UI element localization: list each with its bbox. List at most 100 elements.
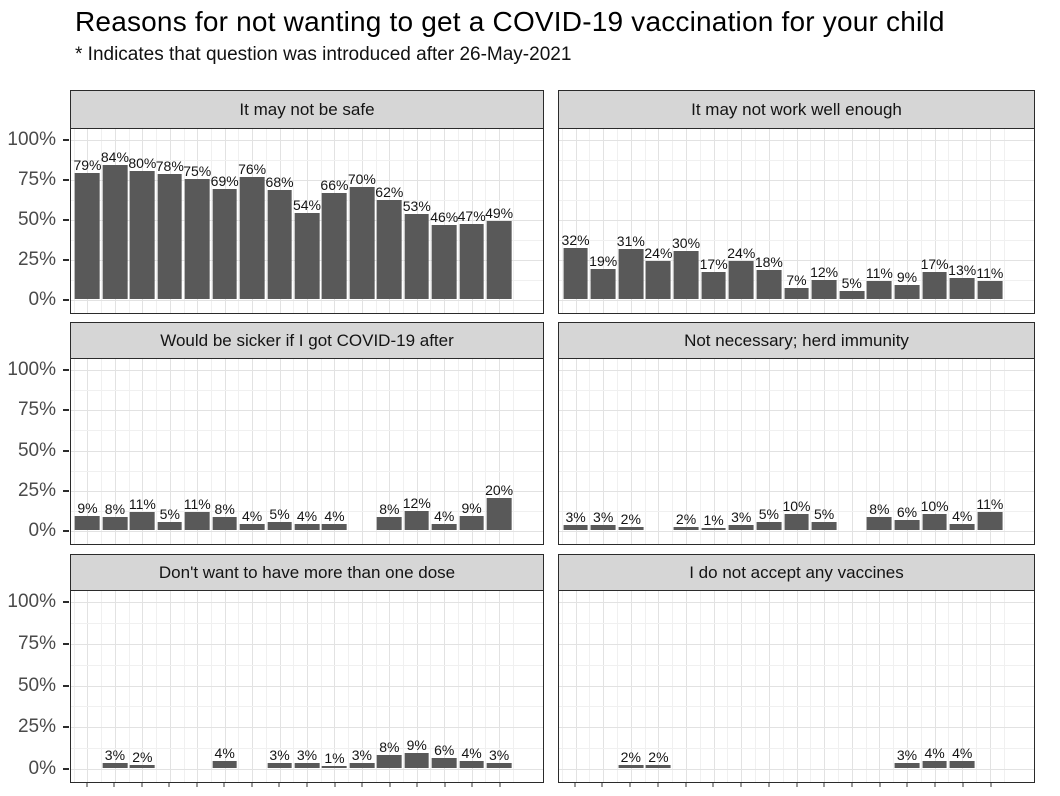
gridline-vertical xyxy=(416,591,418,782)
bar xyxy=(728,260,754,299)
gridline-vertical xyxy=(279,359,281,544)
bar xyxy=(977,512,1003,530)
gridline-vertical xyxy=(471,129,473,313)
gridline-vertical xyxy=(699,359,701,544)
bar-value-label: 2% xyxy=(132,748,153,765)
gridline-vertical xyxy=(893,129,895,313)
bar-value-label: 11% xyxy=(865,265,893,282)
gridline-vertical xyxy=(142,591,144,782)
x-axis-tick-mark xyxy=(573,783,576,787)
gridline-vertical xyxy=(87,591,89,782)
gridline-vertical xyxy=(320,129,322,313)
gridline-vertical xyxy=(238,129,240,313)
gridline-vertical xyxy=(156,591,158,782)
bar-value-label: 4% xyxy=(434,507,455,524)
x-axis-tick-mark xyxy=(140,783,143,787)
bar-value-label: 69% xyxy=(210,172,239,189)
gridline-horizontal xyxy=(559,685,1034,687)
gridline-horizontal xyxy=(559,180,1034,181)
x-axis-tick-mark xyxy=(712,783,715,787)
gridline-horizontal xyxy=(71,727,543,729)
gridline-vertical xyxy=(512,129,514,313)
bar-value-label: 8% xyxy=(379,738,400,755)
gridline-horizontal xyxy=(71,200,543,201)
gridline-vertical xyxy=(348,591,350,782)
y-axis-tick-mark xyxy=(63,768,69,770)
bar xyxy=(486,763,512,768)
y-axis-tick-label: 25% xyxy=(17,479,56,501)
gridline-vertical xyxy=(699,591,701,782)
gridline-vertical xyxy=(561,591,563,782)
facet-plot-area: 32% 19% 31% 24% 30% 17% 24% 18% 7% 12% 5% 11% 9% 17% 1… xyxy=(558,129,1035,314)
bar-value-label: 53% xyxy=(402,198,431,215)
bar-value-label: 49% xyxy=(485,204,514,221)
gridline-vertical xyxy=(485,129,487,313)
gridline-horizontal xyxy=(559,220,1034,221)
bar xyxy=(212,517,238,530)
y-axis-tick-label: 75% xyxy=(17,169,56,190)
y-axis: 100% 75% 50% 25% 0% xyxy=(0,129,70,314)
gridline-vertical xyxy=(934,591,936,782)
gridline-vertical xyxy=(906,591,908,782)
bar xyxy=(563,247,588,299)
gridline-vertical xyxy=(444,129,446,313)
x-axis-tick-mark xyxy=(850,783,853,787)
gridline-vertical xyxy=(101,129,103,313)
bar xyxy=(486,220,512,299)
gridline-vertical xyxy=(920,359,922,544)
gridline-horizontal xyxy=(559,706,1034,708)
bar xyxy=(376,199,402,299)
gridline-vertical xyxy=(741,591,743,782)
bar xyxy=(404,752,430,768)
x-axis-tick-mark xyxy=(767,783,770,787)
gridline-vertical xyxy=(334,591,336,782)
gridline-vertical xyxy=(727,591,729,782)
facet-strip-label: Not necessary; herd immunity xyxy=(684,330,909,350)
x-axis-tick-mark xyxy=(934,783,937,787)
gridline-vertical xyxy=(837,129,839,313)
gridline-vertical xyxy=(73,359,75,544)
gridline-vertical xyxy=(169,591,171,782)
gridline-horizontal xyxy=(71,602,543,603)
bar-value-label: 17% xyxy=(920,255,949,272)
gridline-vertical xyxy=(658,591,660,782)
bar-value-label: 10% xyxy=(920,497,949,514)
facet-strip: Don't want to have more than one dose xyxy=(70,554,544,591)
bar xyxy=(756,521,782,530)
bar-value-label: 8% xyxy=(104,501,126,518)
bar xyxy=(949,523,975,530)
y-axis-tick-mark xyxy=(63,489,69,492)
bar xyxy=(239,177,265,299)
gridline-vertical xyxy=(589,591,591,782)
gridline-vertical xyxy=(457,591,459,782)
bar xyxy=(267,521,292,530)
gridline-vertical xyxy=(375,359,377,544)
gridline-horizontal xyxy=(559,664,1034,666)
gridline-horizontal xyxy=(559,160,1034,161)
bar-value-label: 3% xyxy=(896,747,918,763)
gridline-vertical xyxy=(430,591,432,782)
bar-value-label: 3% xyxy=(104,747,126,763)
gridline-vertical xyxy=(575,591,577,782)
gridline-vertical xyxy=(616,591,618,782)
gridline-horizontal xyxy=(559,450,1034,452)
gridline-horizontal xyxy=(559,370,1034,371)
x-axis-tick-mark xyxy=(443,783,446,787)
gridline-vertical xyxy=(265,591,267,782)
gridline-vertical xyxy=(485,591,487,782)
gridline-vertical xyxy=(796,129,798,313)
gridline-horizontal xyxy=(71,685,543,687)
gridline-horizontal xyxy=(559,622,1034,624)
bar-value-label: 79% xyxy=(73,156,102,173)
gridline-horizontal xyxy=(71,390,543,392)
gridline-vertical xyxy=(375,129,377,313)
y-axis-tick-mark xyxy=(63,449,69,452)
gridline-vertical xyxy=(265,129,267,313)
chart-subtitle: * Indicates that question was introduced… xyxy=(75,44,572,65)
gridline-vertical xyxy=(727,359,729,544)
gridline-vertical xyxy=(238,359,240,544)
bar-value-label: 31% xyxy=(616,233,645,250)
bar-value-label: 32% xyxy=(561,231,590,248)
x-axis-tick-mark xyxy=(740,783,743,787)
bar xyxy=(922,761,947,768)
